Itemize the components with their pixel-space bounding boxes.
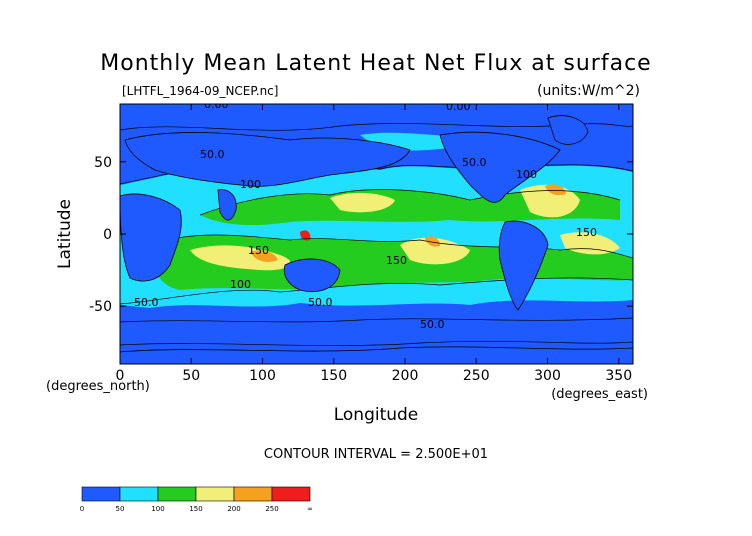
units-label: (units:W/m^2) [537,83,640,99]
contour-label: 100 [516,168,537,181]
x-tick-label: 50 [182,368,200,384]
green-band-north [200,189,620,226]
x-axis-label: Longitude [334,405,419,425]
x-tick-label: 300 [534,368,561,384]
x-tick-label: 350 [605,368,632,384]
contour-label: 0.00 [204,98,229,111]
contour-label: 150 [248,244,269,257]
landmass-eurasia [124,132,411,187]
landmass-antarctica [120,346,633,364]
contour-interval-note: CONTOUR INTERVAL = 2.500E+01 [264,447,488,462]
y-unit-label: (degrees_north) [46,379,150,394]
landmass-africa [120,193,182,282]
heatmap-plot: 0.00 0.00 50.0 50.0 100 100 100 150 150 … [120,98,633,364]
colorbar-tick-label: 200 [227,505,240,513]
contour-line-1 [120,123,633,131]
colorbar-tick-label: 0 [80,505,84,513]
colorbar-tick-label: 250 [265,505,278,513]
x-tick-label: 100 [249,368,276,384]
landmass-south-america [498,220,549,311]
contour-line-4 [149,234,633,259]
colorbar-tick-label: 100 [151,505,164,513]
contour-label: 50.0 [134,296,159,309]
colorbar-tick-label: 50 [116,505,125,513]
red-patch-2 [300,230,311,241]
landmass-north-america [439,131,561,203]
colorbar: 0 50 100 150 200 250 ∞ [80,486,313,513]
orange-patch-2 [545,184,566,196]
contour-labels: 0.00 0.00 50.0 50.0 100 100 100 150 150 … [134,98,597,331]
orange-patch-1 [250,250,278,262]
colorbar-swatch [271,486,311,502]
landmass-greenland [547,115,589,145]
colorbar-swatch [233,486,273,502]
contour-line-3 [199,189,621,216]
x-tick-label: 200 [392,368,419,384]
landmass-india [217,189,237,221]
continents [120,115,633,364]
contour-label: 100 [230,278,251,291]
axes: 0 50 100 150 200 250 300 350 -50 0 50 [89,104,633,384]
x-unit-label: (degrees_east) [551,387,648,402]
contour-label: 50.0 [200,148,225,161]
y-tick-label: 0 [103,227,112,243]
colorbar-tick-label: ∞ [307,505,313,513]
file-label: [LHTFL_1964-09_NCEP.nc] [122,84,278,98]
y-tick-label: 50 [94,155,112,171]
contour-label: 150 [386,254,407,267]
contour-label: 0.00 [446,100,471,113]
yellow-patch-n-pacific [330,192,395,213]
contour-label: 150 [576,226,597,239]
x-tick-label: 0 [116,368,125,384]
contour-line-5 [120,277,633,305]
x-tick-label: 150 [320,368,347,384]
landmass-australia [283,258,341,292]
x-tick-label: 250 [463,368,490,384]
orange-patch-3 [425,236,440,247]
colorbar-swatch [119,486,159,502]
contour-label: 50.0 [308,296,333,309]
colorbar-swatch [157,486,197,502]
contour-label: 100 [240,178,261,191]
colorbar-swatch [81,486,121,502]
chart-title: Monthly Mean Latent Heat Net Flux at sur… [100,51,651,76]
contour-label: 50.0 [462,156,487,169]
y-tick-label: -50 [89,299,112,315]
colorbar-swatch [195,486,235,502]
contour-line-7 [120,340,633,346]
contour-line-6 [120,317,633,323]
contour-label: 50.0 [420,318,445,331]
colorbar-tick-label: 150 [189,505,202,513]
y-axis-label: Latitude [55,199,75,269]
